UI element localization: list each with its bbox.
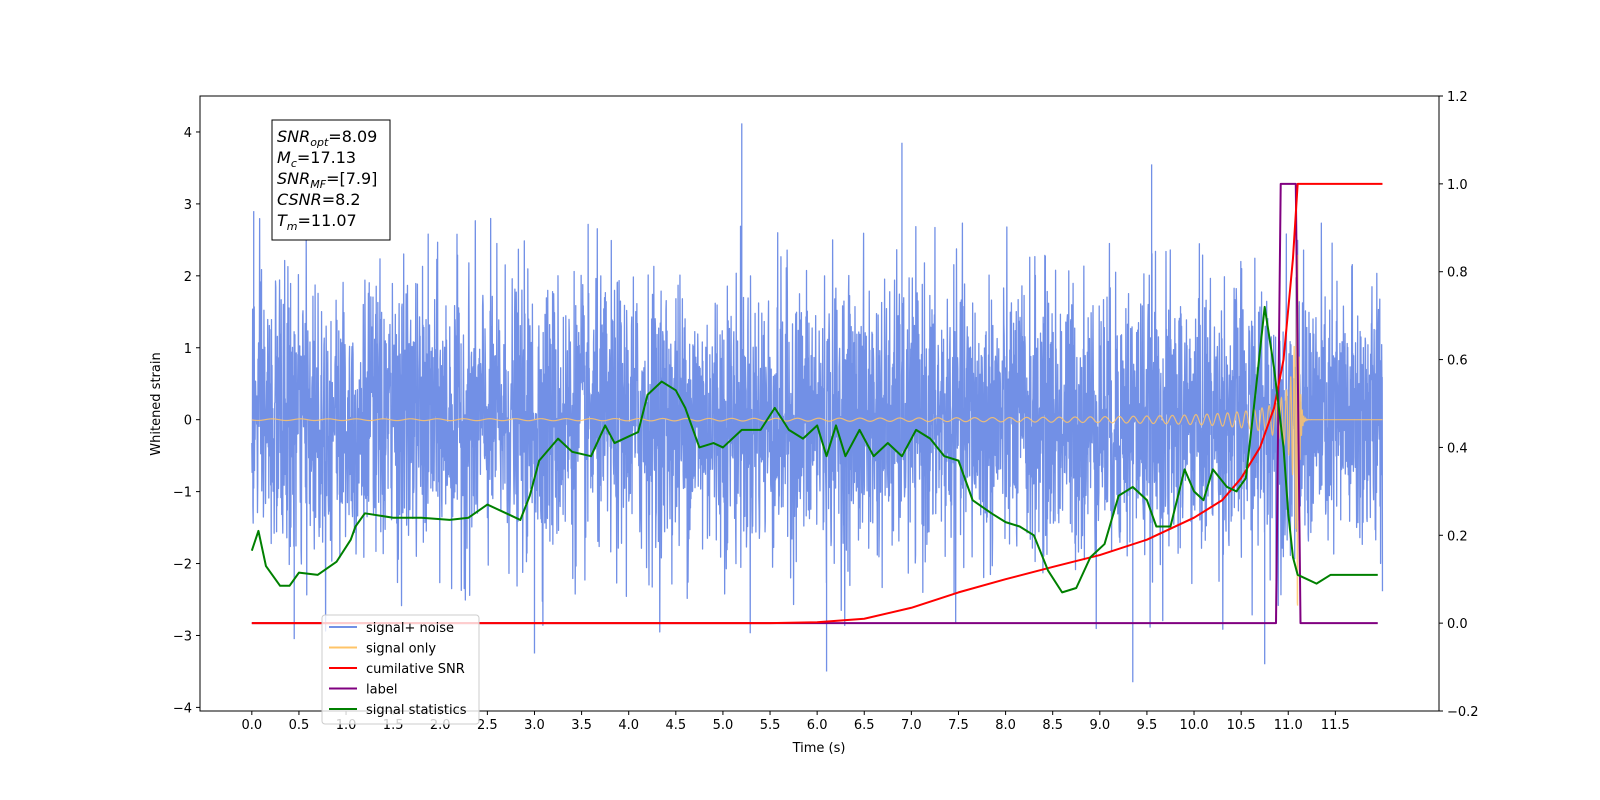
- info-line: SNRopt=8.09: [277, 127, 377, 149]
- info-box: SNRopt=8.09Mc=17.13SNRMF=[7.9]CSNR=8.2Tm…: [271, 119, 391, 241]
- x-tick-label: 4.0: [618, 718, 639, 733]
- y2-tick-label: 0.4: [1447, 441, 1468, 456]
- info-line-value: =8.2: [322, 190, 361, 209]
- info-line-symbol: SNR: [277, 127, 310, 146]
- y2-tick-label: 1.2: [1447, 90, 1468, 105]
- legend-label: signal statistics: [366, 703, 467, 718]
- x-tick-label: 9.5: [1137, 718, 1158, 733]
- cumilative-snr-line: [251, 182, 1383, 625]
- y-tick-label: 4: [184, 126, 192, 141]
- x-axis-title: Time (s): [792, 741, 846, 756]
- y-tick-label: −4: [173, 701, 192, 716]
- y2-tick-label: 0.8: [1447, 266, 1468, 281]
- x-tick-label: 8.5: [1042, 718, 1063, 733]
- x-tick-label: 8.0: [995, 718, 1016, 733]
- info-line-symbol: SNR: [277, 169, 310, 188]
- info-line: Tm=11.07: [277, 211, 357, 233]
- x-tick-label: 10.5: [1227, 718, 1256, 733]
- y-tick-label: 1: [184, 342, 192, 357]
- info-line-subscript: MF: [310, 178, 326, 191]
- x-tick-label: 11.0: [1274, 718, 1303, 733]
- x-tick-label: 5.0: [713, 718, 734, 733]
- info-line-symbol: T: [277, 211, 288, 230]
- legend-label: cumilative SNR: [366, 662, 465, 677]
- x-tick-label: 7.0: [901, 718, 922, 733]
- legend-label: signal only: [366, 642, 436, 657]
- signal-noise-line: [251, 123, 1384, 683]
- x-tick-label: 7.5: [948, 718, 969, 733]
- info-line: CSNR=8.2: [277, 190, 361, 209]
- info-line-value: =8.09: [328, 127, 377, 146]
- info-line-subscript: opt: [310, 136, 329, 149]
- legend-label: label: [366, 683, 397, 698]
- y2-tick-label: 0.2: [1447, 529, 1468, 544]
- y2-tick-label: −0.2: [1447, 705, 1479, 720]
- x-tick-label: 5.5: [760, 718, 781, 733]
- legend: signal+ noise signal only cumilative SNR la…: [321, 614, 480, 725]
- legend-label: signal+ noise: [366, 621, 454, 636]
- info-line-value: =17.13: [297, 148, 356, 167]
- x-tick-label: 11.5: [1321, 718, 1350, 733]
- x-tick-label: 4.5: [665, 718, 686, 733]
- y-tick-label: −1: [173, 486, 192, 501]
- info-box-frame: [271, 119, 391, 241]
- info-line-subscript: m: [287, 220, 298, 233]
- x-tick-label: 3.0: [524, 718, 545, 733]
- x-tick-label: 0.5: [289, 718, 310, 733]
- signal-noise-series: [251, 123, 1384, 683]
- y-axis-right: −0.2 0.0 0.2 0.4 0.6 0.8 1.0 1.2: [1439, 90, 1479, 720]
- info-line-value: =[7.9]: [326, 169, 377, 188]
- plot-frame: [199, 95, 1440, 712]
- legend-frame: [321, 614, 480, 725]
- y-tick-label: −3: [173, 629, 192, 644]
- y-tick-label: 3: [184, 198, 192, 213]
- y-axis-left: −4 −3 −2 −1 0 1 2 3 4: [173, 126, 200, 716]
- info-line-symbol: CSNR: [277, 190, 322, 209]
- y2-tick-label: 0.6: [1447, 354, 1468, 369]
- label-line: [251, 182, 1378, 625]
- x-tick-label: 9.0: [1089, 718, 1110, 733]
- y-tick-label: 0: [184, 414, 192, 429]
- x-tick-label: 0.0: [241, 718, 262, 733]
- y-axis-title: Whitened strain: [149, 352, 164, 455]
- signal-statistics-line: [250, 305, 1378, 594]
- y2-tick-label: 0.0: [1447, 617, 1468, 632]
- x-tick-label: 2.5: [477, 718, 498, 733]
- info-line: SNRMF=[7.9]: [277, 169, 377, 191]
- x-tick-label: 6.0: [807, 718, 828, 733]
- info-line-subscript: c: [291, 157, 297, 170]
- signal-only-series: [251, 236, 1383, 606]
- right-axis-series: [250, 182, 1383, 625]
- info-line-symbol: M: [277, 148, 291, 167]
- info-line: Mc=17.13: [277, 148, 356, 170]
- x-tick-label: 3.5: [571, 718, 592, 733]
- signal-only-line: [251, 236, 1383, 606]
- x-tick-label: 6.5: [854, 718, 875, 733]
- y-tick-label: 2: [184, 270, 192, 285]
- y-tick-label: −2: [173, 558, 192, 573]
- info-line-value: =11.07: [298, 211, 357, 230]
- x-tick-label: 10.0: [1180, 718, 1209, 733]
- y2-tick-label: 1.0: [1447, 178, 1468, 193]
